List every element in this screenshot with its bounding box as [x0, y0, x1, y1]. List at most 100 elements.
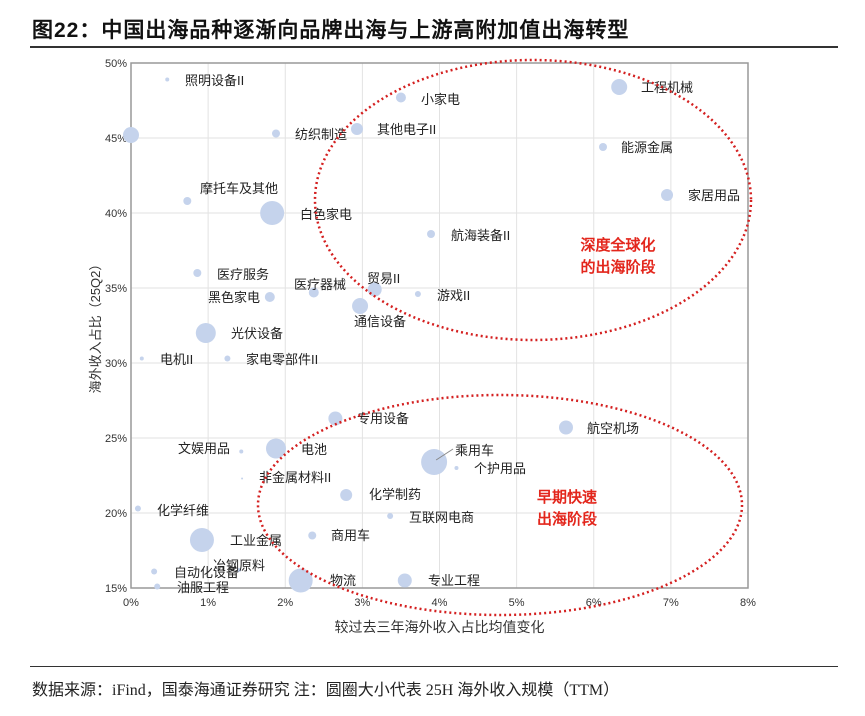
- bubble-point: [611, 79, 628, 95]
- x-tick-label: 4%: [432, 597, 448, 609]
- point-label: 专用设备: [357, 411, 409, 426]
- point-label: 小家电: [421, 92, 460, 107]
- source-note: 数据来源：iFind，国泰海通证券研究 注：圆圈大小代表 25H 海外收入规模（…: [32, 682, 620, 699]
- bubble-point: [193, 269, 202, 277]
- highlight-ellipse-global: [313, 58, 753, 342]
- bubble-point: [454, 466, 459, 470]
- bubble-point: [260, 201, 285, 225]
- point-label: 纺织制造: [295, 127, 347, 142]
- point-label: 其他电子II: [377, 122, 436, 137]
- y-tick-label: 25%: [105, 433, 127, 445]
- bubble-point: [427, 230, 436, 238]
- x-tick-label: 3%: [354, 597, 370, 609]
- title-divider: [30, 46, 838, 48]
- point-label: 互联网电商: [409, 510, 474, 525]
- bubble-point: [308, 531, 317, 540]
- x-tick-label: 1%: [200, 597, 216, 609]
- bubble-point: [183, 197, 192, 205]
- x-tick-label: 2%: [277, 597, 293, 609]
- y-tick-label: 40%: [105, 208, 127, 220]
- point-label: 工程机械: [641, 80, 693, 95]
- point-label: 贸易II: [367, 271, 400, 286]
- point-label: 自动化设备: [174, 565, 239, 580]
- point-label: 能源金属: [621, 140, 673, 155]
- bubble-point: [308, 287, 319, 298]
- point-label: 光伏设备: [231, 326, 283, 341]
- point-label: 专业工程: [428, 573, 480, 588]
- point-label: 文娱用品: [178, 441, 230, 456]
- bubble-point: [224, 355, 231, 362]
- x-tick-label: 8%: [740, 597, 756, 609]
- annotation-label: 出海阶段: [537, 510, 597, 528]
- bubble-point: [195, 323, 216, 343]
- leader-line: [435, 448, 454, 461]
- bubble-point: [139, 356, 144, 361]
- point-label: 白色家电: [300, 207, 352, 222]
- y-axis-label: 海外收入占比（25Q2）: [88, 258, 103, 394]
- point-label: 工业金属: [230, 533, 282, 548]
- point-label: 黑色家电: [208, 290, 260, 305]
- point-label: 摩托车及其他: [200, 181, 278, 196]
- y-tick-label: 45%: [105, 133, 127, 145]
- point-label: 航海装备II: [451, 228, 510, 243]
- bubble-point: [189, 528, 214, 552]
- point-label: 物流: [330, 573, 356, 588]
- point-label: 电机II: [160, 352, 193, 367]
- bubble-point: [271, 129, 280, 138]
- point-label: 照明设备II: [185, 73, 244, 88]
- bubble-point: [350, 123, 363, 135]
- bubble-point: [239, 449, 244, 454]
- bubble-point: [397, 573, 412, 588]
- x-tick-label: 0%: [123, 597, 139, 609]
- point-label: 乘用车: [455, 443, 494, 458]
- annotation-label: 早期快速: [537, 488, 597, 506]
- annotation-label: 深度全球化: [580, 236, 655, 254]
- bubble-point: [151, 568, 158, 575]
- point-label: 医疗服务: [217, 267, 269, 282]
- point-label: 游戏II: [437, 288, 470, 303]
- point-label: 家电零部件II: [246, 352, 318, 367]
- bubble-point: [395, 92, 406, 103]
- figure-title: 图22：中国出海品种逐渐向品牌出海与上游高附加值出海转型: [32, 19, 630, 42]
- x-tick-label: 7%: [663, 597, 679, 609]
- bubble-chart: 0% 1% 2% 3% 4% 5% 6% 7% 8%15%20%25%30%35%40%45%5…: [88, 58, 756, 635]
- point-label: 化学制药: [369, 487, 421, 502]
- bubble-point: [599, 143, 608, 151]
- point-label: 商用车: [331, 528, 370, 543]
- point-label: 电池: [301, 442, 327, 457]
- y-tick-label: 15%: [105, 583, 127, 595]
- bubble-point: [236, 568, 241, 572]
- bubble-point: [123, 127, 139, 143]
- annotation-label: 的出海阶段: [580, 258, 655, 276]
- bubble-point: [288, 568, 313, 593]
- bubble-point: [387, 513, 394, 519]
- y-tick-label: 50%: [105, 58, 127, 70]
- bubble-point: [134, 505, 141, 512]
- point-label: 个护用品: [474, 461, 526, 476]
- y-tick-label: 30%: [105, 358, 127, 370]
- y-tick-label: 35%: [105, 283, 127, 295]
- bubble-point: [154, 583, 161, 590]
- plot-frame: [130, 62, 749, 589]
- footer-divider: [30, 666, 838, 667]
- point-label: 医疗器械: [294, 277, 346, 292]
- bubble-point: [421, 449, 448, 475]
- bubble-point: [340, 489, 353, 501]
- bubble-point: [165, 77, 170, 82]
- x-tick-label: 5%: [509, 597, 525, 609]
- bubble-point: [264, 292, 275, 302]
- point-label: 油服工程: [177, 580, 229, 595]
- point-label: 航空机场: [587, 421, 639, 436]
- bubble-point: [328, 411, 343, 426]
- point-label: 通信设备: [354, 314, 406, 329]
- x-axis-label: 较过去三年海外收入占比均值变化: [335, 619, 545, 635]
- bubble-point: [661, 189, 674, 201]
- point-label: 化学纤维: [157, 503, 209, 518]
- bubble-point: [558, 420, 573, 435]
- highlight-ellipse-early: [256, 393, 744, 617]
- point-label: 非金属材料II: [259, 470, 331, 485]
- bubble-point: [352, 298, 369, 314]
- bubble-point: [265, 438, 286, 459]
- bubble-point: [414, 291, 421, 297]
